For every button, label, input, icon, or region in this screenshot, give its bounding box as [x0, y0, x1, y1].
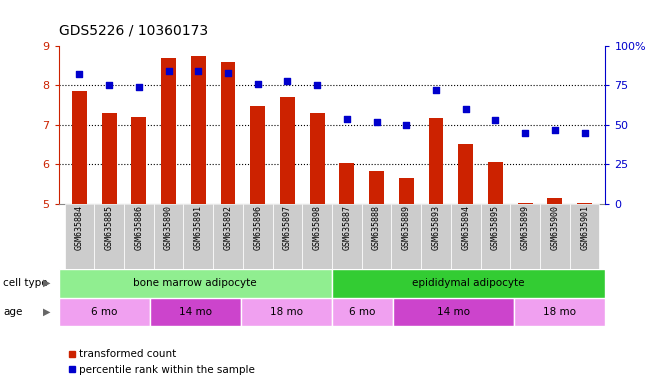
Text: bone marrow adipocyte: bone marrow adipocyte [133, 278, 257, 288]
Bar [547, 198, 562, 204]
Point [163, 68, 174, 74]
Text: GSM635894: GSM635894 [462, 205, 470, 250]
Point [104, 83, 115, 89]
Legend: transformed count, percentile rank within the sample: transformed count, percentile rank withi… [64, 345, 260, 379]
Point [253, 81, 263, 87]
Text: GSM635897: GSM635897 [283, 205, 292, 250]
Bar [393, 298, 514, 326]
Point [490, 117, 501, 123]
Bar [273, 204, 302, 269]
Bar [369, 171, 384, 204]
Bar [150, 298, 241, 326]
Bar [102, 113, 117, 204]
Text: GSM635898: GSM635898 [312, 205, 322, 250]
Bar [488, 162, 503, 204]
Point [401, 122, 411, 128]
Text: GSM635888: GSM635888 [372, 205, 381, 250]
Bar [570, 204, 600, 269]
Bar [241, 298, 332, 326]
Point [193, 68, 204, 74]
Point [74, 71, 85, 78]
Text: GSM635885: GSM635885 [105, 205, 114, 250]
Text: GDS5226 / 10360173: GDS5226 / 10360173 [59, 23, 208, 37]
Point [283, 78, 293, 84]
Text: 18 mo: 18 mo [270, 307, 303, 317]
Bar [518, 203, 533, 204]
Bar [428, 118, 443, 204]
Bar [280, 97, 295, 204]
Text: 14 mo: 14 mo [179, 307, 212, 317]
Point [342, 116, 352, 122]
Point [579, 130, 590, 136]
Text: GSM635895: GSM635895 [491, 205, 500, 250]
Bar [399, 178, 414, 204]
Point [133, 84, 144, 90]
Bar [243, 204, 273, 269]
Bar [124, 204, 154, 269]
Bar [391, 204, 421, 269]
Bar [154, 204, 184, 269]
Bar [451, 204, 480, 269]
Bar [94, 204, 124, 269]
Bar [59, 269, 332, 298]
Bar [191, 56, 206, 204]
Text: 6 mo: 6 mo [349, 307, 376, 317]
Text: ▶: ▶ [43, 307, 51, 317]
Text: GSM635900: GSM635900 [550, 205, 559, 250]
Bar [514, 298, 605, 326]
Text: epididymal adipocyte: epididymal adipocyte [413, 278, 525, 288]
Bar [132, 117, 146, 204]
Bar [310, 113, 325, 204]
Bar [510, 204, 540, 269]
Point [431, 87, 441, 93]
Text: GSM635889: GSM635889 [402, 205, 411, 250]
Bar [362, 204, 391, 269]
Bar [540, 204, 570, 269]
Text: ▶: ▶ [43, 278, 51, 288]
Bar [339, 163, 354, 204]
Point [371, 119, 381, 125]
Point [520, 130, 531, 136]
Bar [421, 204, 451, 269]
Text: GSM635893: GSM635893 [432, 205, 441, 250]
Text: cell type: cell type [3, 278, 48, 288]
Text: GSM635891: GSM635891 [194, 205, 202, 250]
Text: age: age [3, 307, 23, 317]
Bar [480, 204, 510, 269]
Bar [332, 204, 362, 269]
Bar [302, 204, 332, 269]
Point [223, 70, 233, 76]
Text: 18 mo: 18 mo [544, 307, 576, 317]
Point [460, 106, 471, 112]
Text: GSM635890: GSM635890 [164, 205, 173, 250]
Text: GSM635887: GSM635887 [342, 205, 352, 250]
Bar [59, 298, 150, 326]
Bar [250, 106, 265, 204]
Bar [332, 269, 605, 298]
Bar [161, 58, 176, 204]
Text: 6 mo: 6 mo [91, 307, 117, 317]
Bar [221, 62, 236, 204]
Text: GSM635886: GSM635886 [134, 205, 143, 250]
Text: 14 mo: 14 mo [437, 307, 470, 317]
Bar [64, 204, 94, 269]
Bar [184, 204, 213, 269]
Text: GSM635896: GSM635896 [253, 205, 262, 250]
Text: GSM635899: GSM635899 [521, 205, 530, 250]
Text: GSM635892: GSM635892 [223, 205, 232, 250]
Bar [577, 203, 592, 204]
Point [549, 126, 560, 132]
Text: GSM635901: GSM635901 [580, 205, 589, 250]
Bar [213, 204, 243, 269]
Bar [332, 298, 393, 326]
Bar [458, 144, 473, 204]
Point [312, 83, 322, 89]
Text: GSM635884: GSM635884 [75, 205, 84, 250]
Bar [72, 91, 87, 204]
